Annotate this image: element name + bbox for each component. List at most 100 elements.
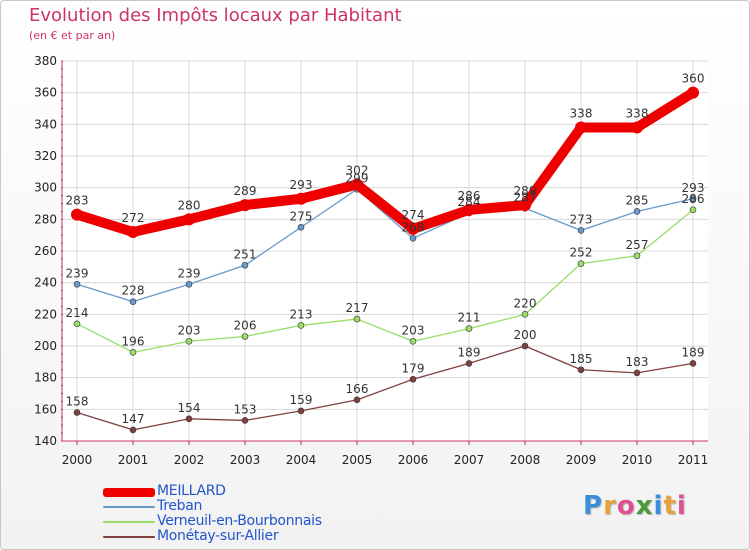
data-point — [409, 375, 417, 383]
data-point — [353, 315, 361, 323]
data-label: 251 — [234, 247, 257, 261]
data-point — [407, 222, 419, 235]
data-label: 158 — [66, 395, 89, 409]
data-point — [633, 369, 641, 377]
data-label: 289 — [234, 184, 257, 198]
data-label: 185 — [570, 352, 593, 366]
data-point — [241, 333, 249, 340]
data-point — [519, 199, 531, 212]
data-label: 252 — [570, 246, 593, 260]
data-label: 203 — [402, 323, 425, 337]
data-label: 203 — [178, 323, 201, 337]
legend-swatch — [103, 506, 155, 508]
data-label: 299 — [346, 171, 369, 185]
data-point — [185, 337, 193, 345]
data-label: 154 — [178, 401, 201, 415]
data-point — [73, 320, 81, 328]
logo-letter: x — [635, 491, 654, 521]
y-tick-label: 340 — [34, 117, 57, 131]
logo-letter: i — [653, 491, 664, 521]
data-point — [633, 252, 641, 260]
data-label: 239 — [66, 266, 89, 280]
legend-label: Treban — [157, 498, 203, 514]
series-line-1 — [76, 188, 694, 303]
data-point — [521, 342, 529, 350]
y-tick-label: 220 — [34, 307, 57, 321]
data-point — [521, 311, 529, 318]
proxiti-logo: Proxiti — [583, 491, 687, 521]
legend-swatch — [103, 521, 155, 523]
data-point — [351, 178, 363, 191]
y-tick-label: 380 — [34, 54, 57, 68]
data-point — [241, 417, 249, 424]
chart-title: Evolution des Impôts locaux par Habitant — [29, 5, 402, 26]
x-tick-label: 2004 — [286, 453, 317, 467]
x-tick-label: 2002 — [174, 453, 205, 467]
data-labels: 283 272 280 289 293 302 274 286 289 338 338 360 239 2… — [66, 72, 705, 426]
x-tick-label: 2007 — [454, 453, 485, 467]
data-label: 220 — [514, 296, 537, 310]
x-tick-label: 2009 — [566, 453, 597, 467]
y-tick-label: 140 — [34, 434, 57, 448]
data-label: 217 — [346, 301, 369, 315]
data-label: 360 — [682, 72, 705, 86]
data-label: 275 — [290, 209, 313, 223]
legend-swatch — [103, 488, 155, 497]
x-tick-label: 2001 — [118, 453, 149, 467]
data-label: 257 — [626, 238, 649, 252]
data-point — [297, 322, 305, 329]
data-label: 213 — [290, 307, 313, 321]
data-label: 228 — [122, 284, 145, 298]
y-tick-label: 260 — [34, 244, 57, 258]
grid — [62, 60, 708, 442]
axes: 140 160 180 200 220 240 260 280 300 320 340 360 380 2… — [34, 54, 708, 467]
logo-letter: t — [663, 491, 677, 521]
data-point — [577, 260, 585, 267]
series-line-3 — [76, 345, 694, 431]
data-label: 147 — [122, 412, 145, 426]
data-point — [185, 415, 193, 423]
series-line-0 — [72, 87, 698, 237]
data-label: 196 — [122, 334, 145, 348]
data-point — [689, 206, 697, 214]
data-label: 286 — [682, 192, 705, 206]
data-label: 183 — [626, 355, 649, 369]
x-tick-label: 2010 — [622, 453, 653, 467]
series-line-2 — [76, 209, 694, 353]
data-point — [239, 199, 251, 212]
data-point — [297, 407, 305, 415]
data-point — [129, 349, 137, 356]
y-tick-label: 200 — [34, 339, 57, 353]
data-point — [73, 280, 81, 288]
data-label: 338 — [570, 107, 593, 121]
data-label: 285 — [626, 193, 649, 207]
logo-letter: o — [616, 491, 636, 521]
data-point — [297, 223, 305, 231]
y-tick-label: 180 — [34, 371, 57, 385]
y-tick-label: 160 — [34, 402, 57, 416]
data-point — [241, 261, 249, 269]
data-label: 153 — [234, 402, 257, 416]
y-tick-label: 300 — [34, 181, 57, 195]
data-label: 206 — [234, 319, 257, 333]
data-point — [631, 121, 643, 134]
data-label: 283 — [66, 194, 89, 208]
data-point — [463, 203, 475, 216]
data-label: 284 — [458, 195, 481, 209]
y-tick-label: 360 — [34, 86, 57, 100]
data-label: 159 — [290, 393, 313, 407]
data-point — [689, 360, 697, 367]
legend-label: Verneuil-en-Bourbonnais — [157, 513, 322, 529]
data-point — [73, 409, 81, 416]
data-point — [577, 227, 585, 234]
data-label: 274 — [402, 208, 425, 222]
legend-label: Monétay-sur-Allier — [157, 528, 279, 544]
logo-letter: r — [603, 491, 617, 521]
data-point — [295, 192, 307, 205]
data-point — [185, 280, 193, 288]
data-point — [183, 213, 195, 226]
data-label: 189 — [682, 345, 705, 359]
data-point — [687, 86, 699, 99]
data-label: 286 — [458, 189, 481, 203]
